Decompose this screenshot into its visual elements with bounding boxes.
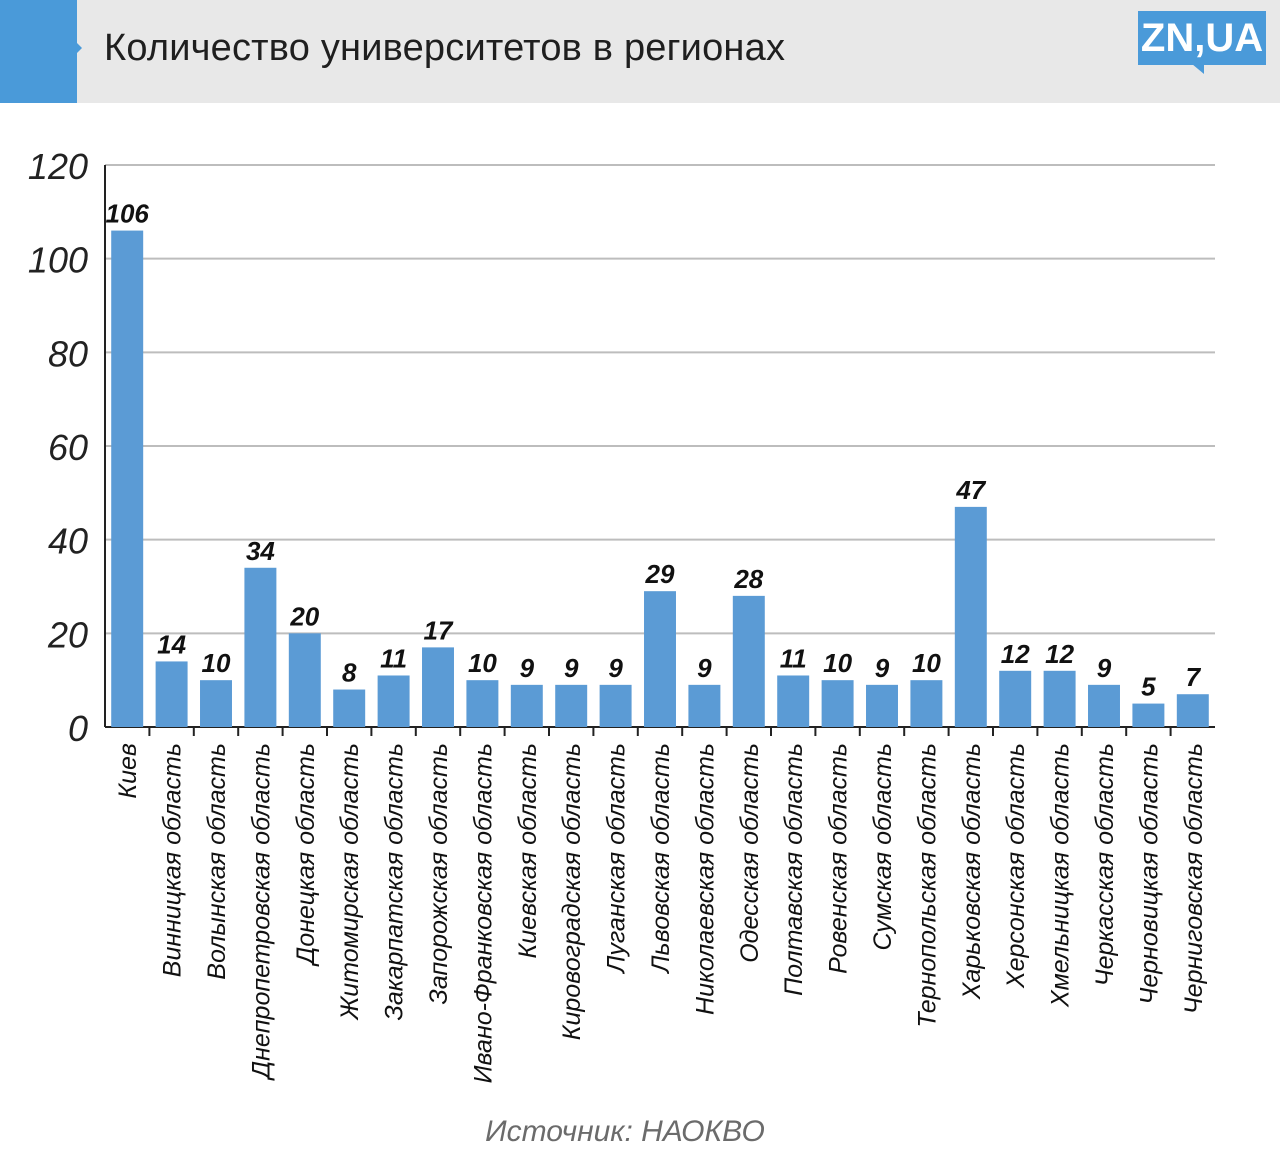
bar (510, 684, 543, 727)
x-tick-label: Сумская область (869, 743, 897, 951)
bar (288, 633, 321, 727)
x-tick-label: Кировоградская область (558, 743, 586, 1040)
x-tick-label: Днепропетровская область (247, 743, 275, 1081)
data-label: 10 (202, 648, 231, 678)
data-label: 29 (645, 559, 675, 589)
data-label: 10 (823, 648, 852, 678)
bar (555, 684, 588, 727)
bar (866, 684, 898, 727)
data-label: 106 (106, 199, 150, 229)
y-tick-label: 120 (28, 146, 88, 187)
x-tick-label: Донецкая область (292, 743, 320, 967)
x-tick-label: Волынская область (203, 743, 231, 980)
bar (200, 680, 232, 727)
bar (688, 684, 721, 727)
data-label: 10 (912, 648, 941, 678)
y-tick-label: 100 (28, 240, 88, 281)
bar (821, 680, 854, 727)
logo-tail (1192, 64, 1204, 74)
bar (910, 680, 943, 727)
bar (777, 675, 810, 727)
x-tick-label: Хмельницкая область (1047, 743, 1075, 1008)
data-label: 8 (342, 658, 357, 688)
x-tick-label: Черкасская область (1091, 743, 1119, 986)
header-bar (0, 0, 1280, 103)
bar (333, 689, 366, 727)
data-label: 9 (875, 653, 890, 683)
data-label: 34 (246, 536, 275, 566)
x-tick-label: Одесская область (736, 743, 764, 963)
y-tick-label: 20 (47, 614, 88, 655)
x-tick-label: Киевская область (514, 743, 542, 958)
bar (732, 595, 765, 727)
header-accent (0, 0, 77, 103)
x-tick-label: Луганская область (603, 743, 631, 975)
bar (422, 647, 454, 727)
data-label: 9 (1097, 653, 1112, 683)
x-tick-label: Николаевская область (691, 743, 719, 1015)
data-label: 17 (424, 615, 454, 645)
chart-title: Количество университетов в регионах (104, 27, 786, 69)
bar (244, 567, 277, 727)
bar (1043, 670, 1076, 727)
x-tick-label: Закарпатская область (381, 743, 409, 1020)
source-note: Источник: НАОКВО (485, 1115, 765, 1148)
x-tick-label: Полтавская область (780, 743, 808, 996)
x-tick-label: Житомирская область (336, 743, 364, 1022)
bar (999, 670, 1032, 727)
data-label: 47 (955, 475, 986, 505)
data-label: 12 (1045, 639, 1074, 669)
bar (111, 230, 144, 728)
bar (644, 591, 676, 727)
x-tick-label: Черновицкая область (1135, 743, 1163, 1004)
data-label: 20 (289, 601, 319, 631)
data-label: 7 (1186, 662, 1202, 692)
bar (1088, 684, 1120, 727)
data-label: 14 (157, 629, 186, 659)
y-tick-label: 80 (48, 333, 88, 374)
y-tick-label: 60 (48, 427, 88, 468)
x-tick-label: Запорожская область (425, 743, 453, 1005)
x-tick-label: Херсонская область (1002, 743, 1030, 989)
x-tick-label: Львовская область (647, 743, 675, 975)
bar (954, 506, 987, 727)
data-label: 9 (520, 653, 535, 683)
zn-ua-logo[interactable]: ZN,UA (1138, 11, 1266, 65)
header-accent-notch (72, 38, 82, 58)
bar (155, 661, 188, 727)
bar (1176, 694, 1209, 727)
x-tick-label: Ивано-Франковская область (469, 743, 497, 1083)
bar (1132, 703, 1165, 727)
x-tick-label: Харьковская область (958, 743, 986, 1000)
data-label: 5 (1141, 672, 1156, 702)
data-label: 10 (468, 648, 497, 678)
x-tick-label: Киев (114, 743, 142, 799)
x-tick-label: Тернопольская область (913, 743, 941, 1028)
bar (599, 684, 632, 727)
data-label: 9 (697, 653, 712, 683)
data-label: 9 (564, 653, 579, 683)
x-tick-label: Черниговская область (1180, 743, 1208, 1014)
x-tick-label: Ровенская область (825, 743, 853, 974)
y-tick-label: 40 (48, 521, 88, 562)
bar (466, 680, 499, 727)
x-tick-label: Винницкая область (159, 743, 187, 977)
data-label: 9 (608, 653, 623, 683)
data-label: 11 (380, 643, 407, 673)
y-tick-label: 0 (68, 708, 88, 749)
data-label: 28 (733, 564, 763, 594)
bar (377, 675, 410, 727)
data-label: 11 (780, 643, 807, 673)
data-label: 12 (1001, 639, 1030, 669)
